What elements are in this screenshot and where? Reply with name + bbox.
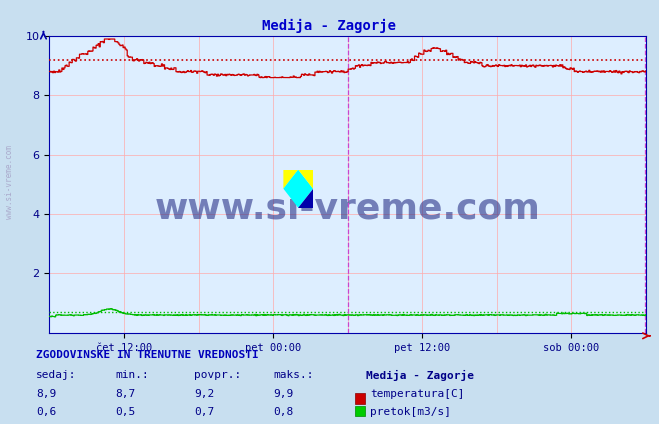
Text: Medija - Zagorje: Medija - Zagorje bbox=[366, 370, 474, 381]
Text: 0,6: 0,6 bbox=[36, 407, 57, 418]
Text: Medija - Zagorje: Medija - Zagorje bbox=[262, 19, 397, 33]
Text: 0,7: 0,7 bbox=[194, 407, 215, 418]
Text: min.:: min.: bbox=[115, 370, 149, 380]
Polygon shape bbox=[283, 170, 313, 208]
Text: sedaj:: sedaj: bbox=[36, 370, 76, 380]
Text: 0,5: 0,5 bbox=[115, 407, 136, 418]
Text: 0,8: 0,8 bbox=[273, 407, 294, 418]
Polygon shape bbox=[298, 170, 313, 189]
Polygon shape bbox=[283, 170, 298, 189]
Text: ZGODOVINSKE IN TRENUTNE VREDNOSTI: ZGODOVINSKE IN TRENUTNE VREDNOSTI bbox=[36, 350, 259, 360]
Text: 8,9: 8,9 bbox=[36, 389, 57, 399]
Text: povpr.:: povpr.: bbox=[194, 370, 242, 380]
Text: maks.:: maks.: bbox=[273, 370, 314, 380]
Polygon shape bbox=[298, 189, 313, 208]
Text: 9,2: 9,2 bbox=[194, 389, 215, 399]
Text: pretok[m3/s]: pretok[m3/s] bbox=[370, 407, 451, 418]
Text: 9,9: 9,9 bbox=[273, 389, 294, 399]
Text: temperatura[C]: temperatura[C] bbox=[370, 389, 465, 399]
Text: www.si-vreme.com: www.si-vreme.com bbox=[5, 145, 14, 219]
Text: www.si-vreme.com: www.si-vreme.com bbox=[155, 191, 540, 225]
Text: 8,7: 8,7 bbox=[115, 389, 136, 399]
